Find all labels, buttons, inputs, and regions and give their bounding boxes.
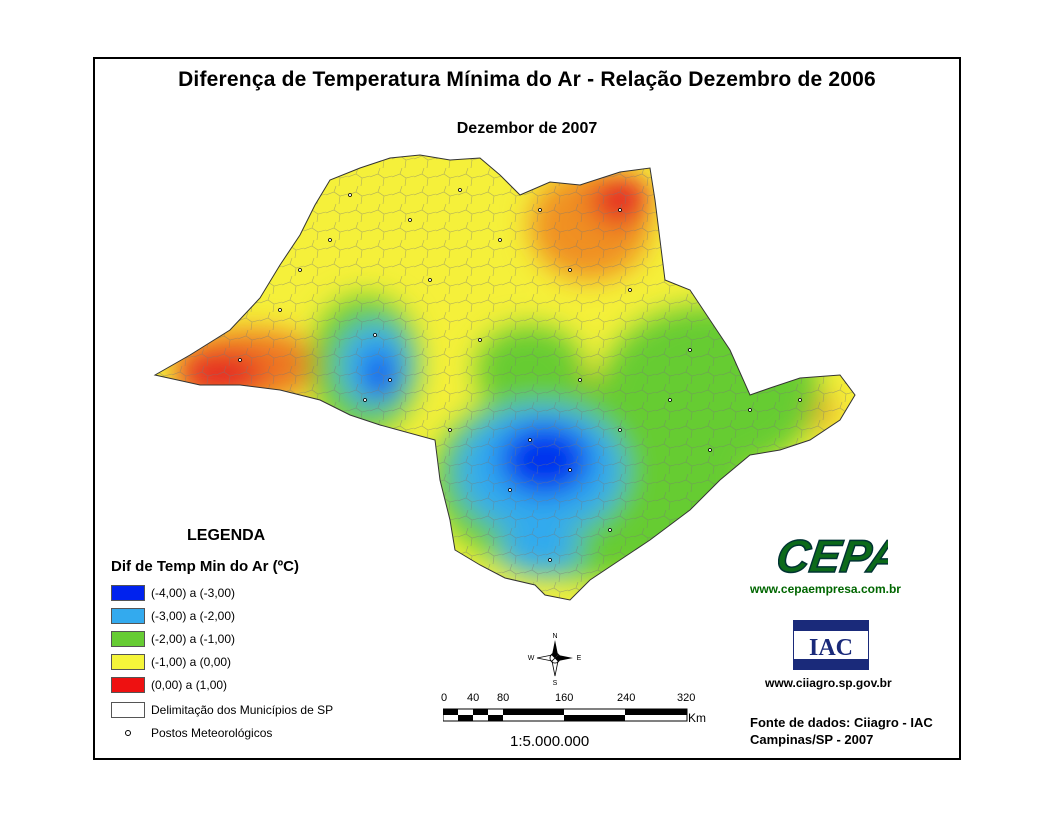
compass-s: S (553, 680, 558, 686)
legend-heading: LEGENDA (187, 527, 266, 544)
cepa-url: www.cepaempresa.com.br (750, 582, 901, 596)
legend-label: (-2,00) a (-1,00) (151, 632, 236, 646)
scale-tick-label: 80 (497, 692, 510, 704)
iac-logo-text: IAC (809, 635, 853, 661)
legend-swatch (111, 654, 145, 670)
compass-e: E (577, 655, 582, 662)
scale-bar (443, 708, 688, 722)
compass-n: N (552, 633, 557, 640)
cepa-logo: CEPA (778, 529, 888, 582)
data-source-line1: Fonte de dados: Ciiagro - IAC (750, 715, 933, 730)
legend-label: (-1,00) a (0,00) (151, 655, 232, 669)
sp-state-map (153, 154, 856, 601)
scale-tick-label: 160 (555, 692, 574, 704)
legend-item: (-2,00) a (-1,00) (111, 630, 235, 648)
legend-swatch (111, 631, 145, 647)
scale-tick-label: 0 (441, 692, 448, 704)
cepa-logo-text: CEPA (778, 530, 888, 582)
data-source-line2: Campinas/SP - 2007 (750, 732, 874, 747)
legend-item-municipios: Delimitação dos Municípios de SP (111, 701, 333, 719)
legend-subheading: Dif de Temp Min do Ar (ºC) (111, 558, 299, 575)
legend-label: (0,00) a (1,00) (151, 678, 228, 692)
legend-item-postos: Postos Meteorológicos (111, 724, 272, 742)
map-title: Diferença de Temperatura Mínima do Ar - … (178, 68, 876, 91)
scale-ratio: 1:5.000.000 (510, 733, 590, 750)
legend-swatch (111, 677, 145, 693)
legend-label: Delimitação dos Municípios de SP (151, 703, 334, 717)
legend-swatch (111, 585, 145, 601)
legend-label: (-4,00) a (-3,00) (151, 586, 236, 600)
legend-item: (0,00) a (1,00) (111, 676, 227, 694)
iac-url: www.ciiagro.sp.gov.br (765, 676, 892, 690)
iac-logo: IAC (793, 620, 869, 670)
scale-tick-label: 40 (467, 692, 480, 704)
legend-item: (-3,00) a (-2,00) (111, 607, 235, 625)
scale-tick-label: 240 (617, 692, 636, 704)
station-dot-icon (111, 725, 145, 741)
scale-tick-label: 320 (677, 692, 696, 704)
map-subtitle: Dezembor de 2007 (456, 120, 598, 137)
compass-rose-icon: N S E W (528, 633, 582, 686)
legend-swatch (111, 608, 145, 624)
legend-label: (-3,00) a (-2,00) (151, 609, 236, 623)
legend-label: Postos Meteorológicos (151, 726, 273, 740)
legend-item: (-4,00) a (-3,00) (111, 584, 235, 602)
scale-unit: Km (688, 711, 706, 725)
legend-item: (-1,00) a (0,00) (111, 653, 231, 671)
data-source: Fonte de dados: Ciiagro - IAC Campinas/S… (750, 714, 933, 748)
legend-swatch-municipios (111, 702, 145, 718)
compass-w: W (528, 655, 535, 662)
